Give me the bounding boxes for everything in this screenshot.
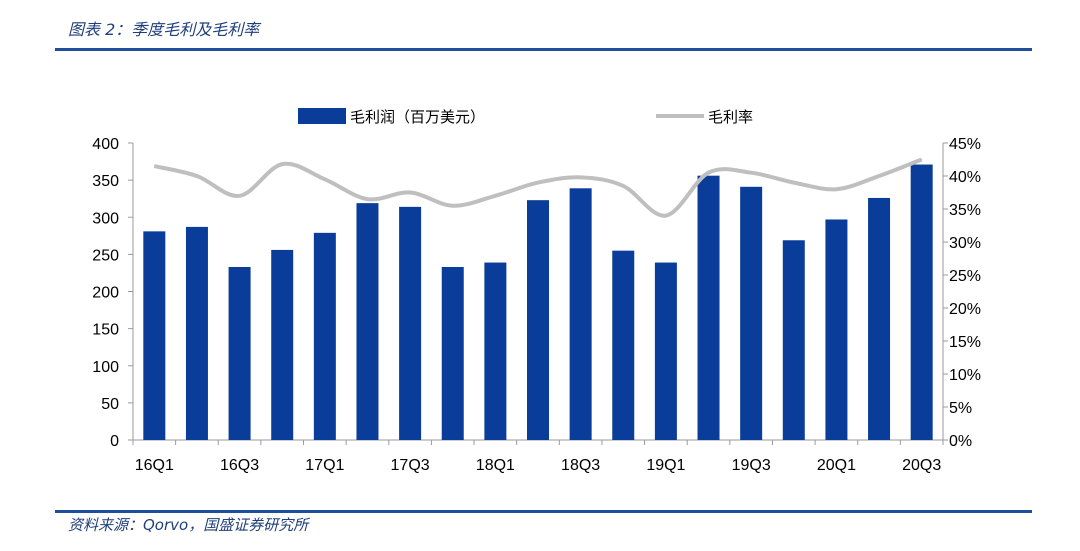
left-tick-label: 300 — [92, 210, 119, 227]
legend-bar-swatch — [298, 108, 346, 124]
right-tick-label: 35% — [949, 202, 981, 219]
margin-point-19Q3 — [750, 172, 752, 174]
bar-19Q2 — [697, 175, 720, 441]
x-tick-label: 19Q1 — [646, 457, 685, 474]
bar-16Q1 — [143, 231, 166, 440]
legend-bar-label: 毛利润（百万美元） — [350, 109, 485, 126]
x-tick-label: 17Q1 — [305, 457, 344, 474]
bar-18Q1 — [484, 262, 507, 440]
x-tick-label: 16Q1 — [135, 457, 174, 474]
margin-point-16Q2 — [196, 175, 198, 177]
figure-title: 图表 2：季度毛利及毛利率 — [68, 20, 260, 39]
right-tick-label: 30% — [949, 235, 981, 252]
margin-point-19Q2 — [708, 172, 710, 174]
x-tick-label: 20Q1 — [817, 457, 856, 474]
margin-point-18Q2 — [537, 182, 539, 184]
margin-point-19Q4 — [793, 182, 795, 184]
bar-16Q2 — [185, 226, 208, 440]
x-tick-label: 20Q3 — [902, 457, 941, 474]
margin-point-19Q1 — [665, 215, 667, 217]
right-tick-label: 40% — [949, 169, 981, 186]
margin-point-18Q3 — [580, 176, 582, 178]
x-tick-label: 18Q3 — [561, 457, 600, 474]
right-tick-label: 45% — [949, 136, 981, 153]
margin-point-20Q3 — [921, 159, 923, 160]
left-tick-label: 50 — [101, 396, 119, 413]
bar-17Q1 — [313, 232, 336, 440]
margin-point-17Q1 — [324, 178, 326, 180]
left-tick-label: 150 — [92, 322, 119, 339]
left-tick-label: 350 — [92, 173, 119, 190]
bar-18Q2 — [527, 200, 549, 440]
left-tick-label: 400 — [92, 136, 119, 153]
margin-point-16Q4 — [281, 163, 283, 165]
margin-point-16Q1 — [153, 165, 155, 167]
x-tick-label: 18Q1 — [476, 457, 515, 474]
right-tick-label: 10% — [949, 367, 981, 384]
bar-19Q3 — [740, 186, 763, 440]
bar-18Q3 — [569, 188, 592, 440]
x-tick-label: 16Q3 — [220, 457, 259, 474]
margin-point-18Q1 — [494, 195, 496, 197]
left-tick-label: 250 — [92, 247, 119, 264]
top-rule — [55, 48, 1032, 51]
margin-point-17Q3 — [409, 192, 411, 193]
bar-20Q2 — [868, 197, 891, 440]
bar-series — [143, 164, 933, 441]
bar-19Q4 — [782, 240, 805, 440]
bar-17Q3 — [399, 206, 422, 440]
right-tick-label: 5% — [949, 400, 972, 417]
bar-16Q3 — [228, 266, 251, 440]
left-tick-label: 100 — [92, 359, 119, 376]
right-tick-label: 0% — [949, 433, 972, 450]
tick-labels: 0 50 100 150 200 250 300 350 400 0% 5% 10% 15% 20% 25%… — [92, 136, 981, 474]
x-tick-label: 17Q3 — [391, 457, 430, 474]
bar-16Q4 — [271, 249, 294, 440]
margin-point-17Q4 — [452, 205, 454, 207]
margin-point-20Q1 — [835, 188, 837, 190]
bar-17Q2 — [356, 203, 379, 440]
margin-point-20Q2 — [878, 175, 880, 177]
bar-20Q1 — [825, 219, 848, 440]
legend-line-label: 毛利率 — [708, 109, 753, 126]
bar-20Q3 — [910, 164, 933, 440]
margin-point-17Q2 — [366, 198, 368, 200]
left-tick-label: 200 — [92, 285, 119, 302]
right-tick-label: 25% — [949, 268, 981, 285]
bar-18Q4 — [612, 250, 635, 440]
margin-point-18Q4 — [622, 185, 624, 187]
bottom-rule — [55, 510, 1032, 513]
source-note: 资料来源：Qorvo，国盛证券研究所 — [68, 516, 309, 534]
line-series — [153, 157, 923, 218]
left-tick-label: 0 — [110, 433, 119, 450]
x-tick-label: 19Q3 — [732, 457, 771, 474]
bar-19Q1 — [654, 262, 677, 440]
bar-17Q4 — [441, 266, 464, 440]
right-tick-label: 20% — [949, 301, 981, 318]
margin-point-16Q3 — [239, 195, 241, 197]
legend: 毛利润（百万美元） 毛利率 — [298, 108, 753, 126]
right-tick-label: 15% — [949, 334, 981, 351]
